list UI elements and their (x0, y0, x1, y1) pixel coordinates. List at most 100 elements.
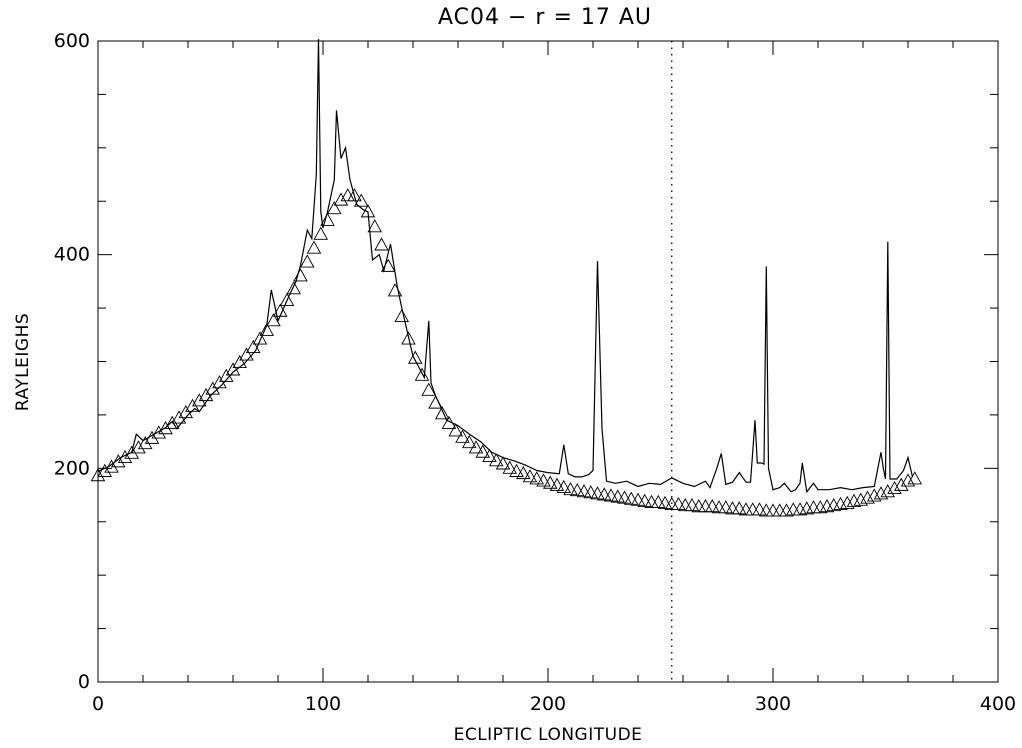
y-tick-label: 0 (78, 671, 90, 693)
marker-triangle (677, 497, 693, 512)
marker-triangle (542, 475, 558, 489)
marker-triangle (583, 485, 599, 499)
x-tick-label: 300 (755, 693, 791, 715)
marker-triangle (725, 501, 740, 515)
marker-triangle (239, 347, 254, 361)
marker-triangle (171, 410, 187, 424)
marker-triangle (252, 331, 268, 345)
plot-frame (97, 40, 999, 683)
marker-triangle (596, 487, 612, 501)
y-axis-title: RAYLEIGHS (13, 313, 33, 411)
marker-triangle (468, 440, 484, 454)
marker-triangle (549, 477, 565, 491)
marker-triangle (509, 463, 524, 477)
marker-triangle (522, 469, 538, 483)
series-model-markers (90, 188, 923, 517)
marker-triangle (590, 486, 605, 500)
marker-triangle (515, 465, 531, 480)
marker-triangle (333, 192, 349, 206)
marker-triangle (617, 490, 632, 504)
marker-triangle (738, 502, 754, 516)
x-tick-label: 200 (530, 693, 566, 715)
marker-triangle (529, 471, 545, 485)
marker-triangle (576, 484, 592, 498)
marker-triangle (299, 254, 315, 268)
x-axis-title: ECLIPTIC LONGITUDE (454, 725, 643, 745)
marker-triangle (421, 382, 437, 396)
x-tick-label: 400 (980, 693, 1016, 715)
y-tick-label: 400 (54, 244, 90, 266)
marker-triangle (698, 499, 713, 513)
marker-triangle (711, 500, 727, 514)
axis-ticks (97, 40, 999, 683)
marker-triangle (731, 501, 747, 515)
marker-triangle (320, 212, 335, 226)
series-observed-line (97, 38, 914, 494)
chart-title: AC04 − r = 17 AU (438, 5, 652, 30)
tick-labels: 0 100 200 300 400 0 200 400 600 (54, 30, 1016, 715)
marker-triangle (293, 268, 308, 282)
marker-triangle (374, 237, 389, 251)
marker-triangle (110, 454, 126, 468)
marker-triangle (367, 219, 383, 233)
marker-triangle (569, 483, 585, 497)
marker-triangle (347, 188, 362, 202)
marker-triangle (124, 445, 140, 459)
marker-triangle (286, 281, 302, 295)
marker-triangle (455, 429, 470, 443)
marker-triangle (704, 499, 720, 513)
marker-triangle (488, 453, 504, 467)
marker-triangle (792, 502, 808, 516)
marker-triangle (279, 292, 295, 307)
marker-triangle (198, 387, 214, 402)
marker-triangle (306, 240, 322, 254)
marker-triangle (164, 415, 180, 429)
marker-triangle (644, 494, 659, 508)
marker-triangle (563, 481, 578, 496)
marker-triangle (461, 434, 477, 449)
marker-triangle (887, 480, 902, 495)
marker-triangle (414, 367, 430, 381)
marker-triangle (873, 486, 889, 500)
marker-triangle (772, 503, 788, 517)
marker-triangle (758, 503, 774, 517)
marker-triangle (812, 500, 828, 514)
marker-triangle (839, 495, 855, 509)
marker-triangle (401, 331, 416, 345)
marker-triangle (610, 489, 626, 503)
marker-triangle (900, 473, 916, 487)
marker-triangle (657, 495, 673, 509)
marker-triangle (353, 193, 369, 207)
marker-triangle (259, 322, 275, 336)
marker-triangle (326, 200, 342, 215)
marker-triangle (718, 500, 734, 514)
marker-triangle (502, 460, 518, 474)
marker-triangle (637, 493, 653, 507)
marker-triangle (90, 468, 106, 482)
marker-triangle (232, 354, 248, 368)
marker-triangle (650, 494, 666, 508)
marker-triangle (603, 488, 619, 502)
marker-triangle (387, 283, 403, 297)
marker-triangle (340, 188, 356, 202)
marker-triangle (779, 503, 794, 517)
marker-triangle (556, 479, 572, 493)
marker-triangle (117, 449, 133, 464)
marker-triangle (880, 484, 896, 498)
marker-triangle (313, 226, 329, 240)
marker-triangle (671, 496, 686, 511)
marker-triangle (860, 490, 875, 504)
marker-triangle (691, 499, 707, 513)
marker-triangle (482, 448, 497, 462)
marker-triangle (407, 350, 423, 364)
marker-triangle (893, 477, 909, 491)
marker-triangle (745, 502, 761, 516)
marker-triangle (137, 436, 153, 450)
marker-triangle (394, 308, 410, 323)
marker-triangle (623, 491, 639, 505)
marker-triangle (684, 497, 700, 512)
marker-triangle (536, 473, 551, 487)
marker-triangle (475, 444, 491, 458)
marker-triangle (630, 492, 646, 506)
marker-triangle (191, 393, 207, 407)
